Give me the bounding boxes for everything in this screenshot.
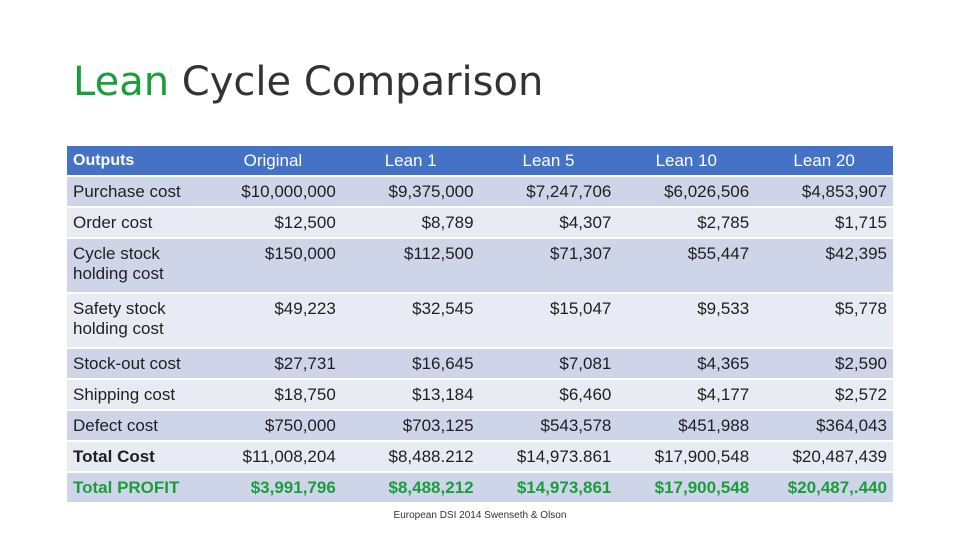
header-cell: Outputs [67,144,204,176]
comparison-table: Outputs Original Lean 1 Lean 5 Lean 10 L… [67,144,893,502]
header-cell: Lean 20 [755,144,893,176]
table-cell: $5,778 [755,292,893,348]
table-cell: $7,247,706 [479,175,618,207]
table-cell: $2,785 [617,206,756,238]
table-cell: $55,447 [617,237,756,293]
table-cell: $2,590 [755,347,893,379]
table-cell: $20,487,439 [755,440,893,472]
table-row: Purchase cost $10,000,000 $9,375,000 $7,… [67,175,893,207]
table-cell: $32,545 [341,292,480,348]
table-cell: $16,645 [341,347,480,379]
table-cell: $10,000,000 [204,175,342,207]
table-cell: $8,789 [341,206,480,238]
footer-citation: European DSI 2014 Swenseth & Olson [393,510,567,521]
header-cell: Lean 10 [617,144,756,176]
table-cell: $15,047 [479,292,618,348]
table-cell: $8,488.212 [341,440,480,472]
table-cell: $17,900,548 [617,471,756,502]
table-cell: $6,026,506 [617,175,756,207]
row-label: Defect cost [67,409,204,441]
row-label: Cycle stock holding cost [67,237,204,293]
table-cell: $14,973,861 [479,471,618,502]
table-cell: $18,750 [204,378,342,410]
table-cell: $112,500 [341,237,480,293]
table-cell: $2,572 [755,378,893,410]
table-cell: $14,973.861 [479,440,618,472]
table-cell: $13,184 [341,378,480,410]
row-label: Total Cost [67,440,204,472]
table-cell: $1,715 [755,206,893,238]
row-label: Total PROFIT [67,471,204,502]
table-cell: $3,991,796 [204,471,342,502]
total-profit-row: Total PROFIT $3,991,796 $8,488,212 $14,9… [67,471,893,502]
slide-title: Lean Cycle Comparison [73,58,543,106]
header-cell: Original [204,144,342,176]
table-row: Order cost $12,500 $8,789 $4,307 $2,785 … [67,206,893,238]
header-cell: Lean 5 [479,144,618,176]
table-cell: $4,365 [617,347,756,379]
table-cell: $6,460 [479,378,618,410]
table-cell: $4,853,907 [755,175,893,207]
table-cell: $42,395 [755,237,893,293]
table-row: Shipping cost $18,750 $13,184 $6,460 $4,… [67,378,893,410]
title-accent: Lean [73,59,170,105]
table-row: Stock-out cost $27,731 $16,645 $7,081 $4… [67,347,893,379]
table-cell: $8,488,212 [341,471,480,502]
table-cell: $543,578 [479,409,618,441]
table-cell: $9,375,000 [341,175,480,207]
row-label: Shipping cost [67,378,204,410]
table-row: Defect cost $750,000 $703,125 $543,578 $… [67,409,893,441]
table-cell: $750,000 [204,409,342,441]
table-cell: $27,731 [204,347,342,379]
title-rest: Cycle Comparison [181,59,544,105]
table-cell: $17,900,548 [617,440,756,472]
table-cell: $7,081 [479,347,618,379]
table-cell: $364,043 [755,409,893,441]
table-cell: $20,487,.440 [755,471,893,502]
header-cell: Lean 1 [341,144,480,176]
table-cell: $703,125 [341,409,480,441]
header-row: Outputs Original Lean 1 Lean 5 Lean 10 L… [67,144,893,176]
row-label: Safety stock holding cost [67,292,204,348]
table-cell: $4,307 [479,206,618,238]
table-cell: $12,500 [204,206,342,238]
row-label: Stock-out cost [67,347,204,379]
table-cell: $4,177 [617,378,756,410]
table-cell: $9,533 [617,292,756,348]
table-cell: $11,008,204 [204,440,342,472]
row-label: Purchase cost [67,175,204,207]
table-cell: $49,223 [204,292,342,348]
table-row: Cycle stock holding cost $150,000 $112,5… [67,237,893,293]
table-cell: $451,988 [617,409,756,441]
total-cost-row: Total Cost $11,008,204 $8,488.212 $14,97… [67,440,893,472]
table-cell: $71,307 [479,237,618,293]
table-row: Safety stock holding cost $49,223 $32,54… [67,292,893,348]
row-label: Order cost [67,206,204,238]
table-cell: $150,000 [204,237,342,293]
